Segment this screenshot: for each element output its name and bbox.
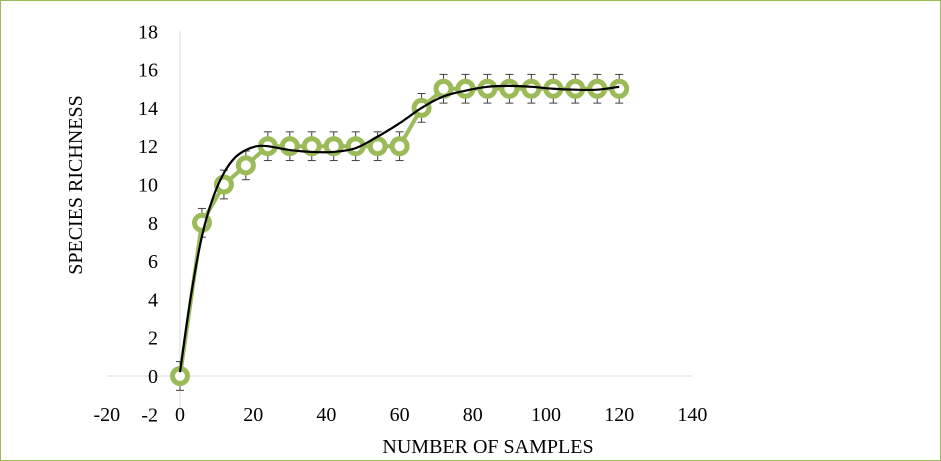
data-point <box>367 136 388 157</box>
data-point <box>499 78 520 99</box>
y-tick-label: -2 <box>141 404 158 426</box>
x-tick-label: 140 <box>677 404 707 426</box>
data-point <box>609 78 630 99</box>
x-tick-label: 120 <box>604 404 634 426</box>
x-tick-label: 60 <box>390 404 410 426</box>
x-axis-title: NUMBER OF SAMPLES <box>382 436 593 458</box>
y-tick-label: 14 <box>138 98 158 120</box>
y-tick-label: 12 <box>138 136 158 158</box>
x-tick-label: 0 <box>175 404 185 426</box>
x-tick-label: 80 <box>463 404 483 426</box>
y-tick-label: 16 <box>138 60 158 82</box>
y-tick-label: 10 <box>138 175 158 197</box>
x-tick-labels: -20 0 20 40 60 80 100 120 140 <box>93 404 707 426</box>
y-tick-label: 2 <box>148 328 158 350</box>
y-axis-title: SPECIES RICHNESS <box>65 95 87 275</box>
y-tick-label: 6 <box>148 251 158 273</box>
trendline <box>178 84 620 373</box>
x-tick-label: 100 <box>531 404 561 426</box>
data-point <box>301 136 322 157</box>
data-point <box>235 155 256 176</box>
axes <box>106 31 693 415</box>
x-tick-label: 20 <box>243 404 263 426</box>
data-point <box>477 78 498 99</box>
y-tick-label: 4 <box>148 289 158 311</box>
y-tick-label: 0 <box>148 366 158 388</box>
y-tick-label: 8 <box>148 213 158 235</box>
y-tick-labels: -2 0 2 4 6 8 10 12 14 16 18 <box>138 21 158 426</box>
data-point <box>323 136 344 157</box>
trendline-path <box>178 84 620 373</box>
data-point <box>389 136 410 157</box>
x-tick-label: 40 <box>316 404 336 426</box>
error-bars <box>176 73 624 391</box>
y-tick-label: 18 <box>138 21 158 43</box>
data-markers <box>170 78 630 386</box>
x-tick-label: -20 <box>93 404 120 426</box>
data-point <box>521 78 542 99</box>
